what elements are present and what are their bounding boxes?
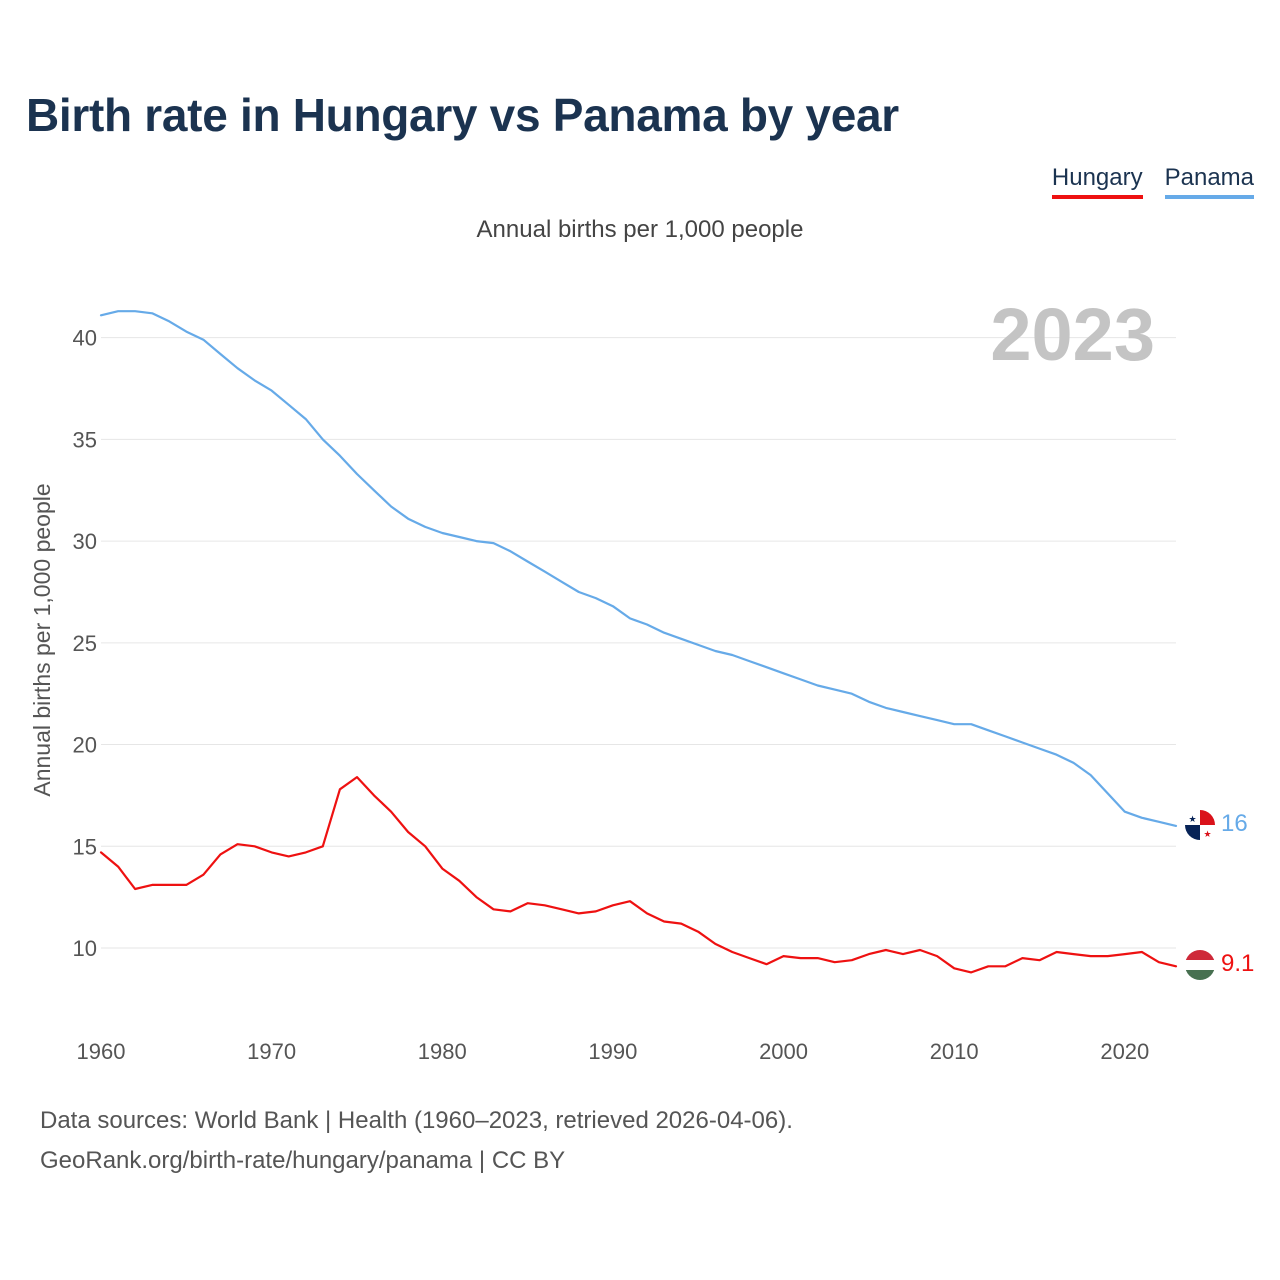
panama-flag-icon: ★ ★ [1185, 810, 1215, 840]
y-tick-label: 30 [73, 529, 97, 554]
footer-source: Data sources: World Bank | Health (1960–… [40, 1107, 793, 1134]
hungary-flag-icon [1185, 950, 1215, 980]
legend-item-panama[interactable]: Panama [1164, 164, 1254, 199]
y-tick-label: 25 [73, 631, 97, 656]
y-axis-label: Annual births per 1,000 people [29, 483, 55, 796]
x-tick-label: 1960 [77, 1039, 126, 1064]
y-tick-label: 40 [73, 326, 97, 351]
x-tick-label: 1980 [418, 1039, 467, 1064]
y-tick-label: 20 [73, 733, 97, 758]
x-tick-label: 1990 [588, 1039, 637, 1064]
chart-subtitle: Annual births per 1,000 people [476, 216, 804, 243]
y-tick-label: 35 [73, 427, 97, 452]
chart-title: Birth rate in Hungary vs Panama by year [26, 89, 899, 141]
end-label-panama: 16 [1221, 810, 1248, 837]
chart-area: 10 15 20 25 30 35 40 1960 1970 1980 1990 2000 2010 20… [29, 293, 1254, 1064]
x-tick-label: 1970 [247, 1039, 296, 1064]
series-line-hungary [99, 775, 1178, 974]
legend-item-hungary[interactable]: Hungary [1051, 164, 1143, 199]
y-tick-label: 10 [73, 936, 97, 961]
year-badge: 2023 [990, 293, 1155, 376]
footer-credit: GeoRank.org/birth-rate/hungary/panama | … [40, 1147, 566, 1174]
x-tick-label: 2000 [759, 1039, 808, 1064]
series-line-panama [99, 310, 1178, 828]
y-tick-label: 15 [73, 834, 97, 859]
x-tick-label: 2010 [930, 1039, 979, 1064]
svg-text:★: ★ [1203, 830, 1211, 840]
legend: Hungary Panama [1051, 164, 1254, 199]
end-label-hungary: 9.1 [1221, 950, 1254, 977]
x-tick-label: 2020 [1100, 1039, 1149, 1064]
svg-text:★: ★ [1188, 815, 1196, 825]
